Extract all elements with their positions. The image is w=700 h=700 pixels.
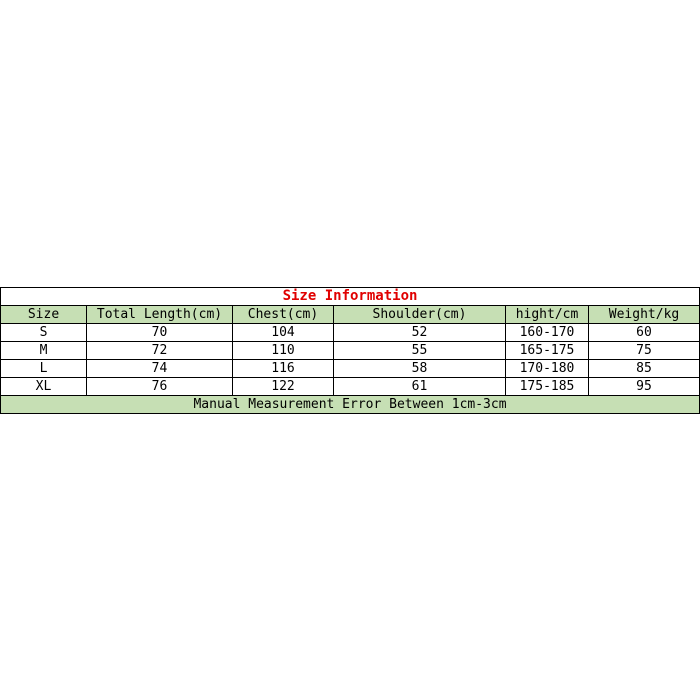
table-cell: 110 — [232, 341, 334, 360]
table-cell: 95 — [587, 377, 700, 396]
table-cell: 76 — [86, 377, 233, 396]
table-cell: XL — [0, 377, 87, 396]
table-cell: 160-170 — [505, 323, 589, 342]
table-row: M 72 110 55 165-175 75 — [0, 341, 700, 360]
table-cell: 104 — [232, 323, 334, 342]
column-header: Weight/kg — [587, 305, 700, 324]
table-cell: 116 — [232, 359, 334, 378]
table-title: Size Information — [0, 287, 700, 306]
table-footer: Manual Measurement Error Between 1cm-3cm — [0, 395, 700, 414]
table-cell: 60 — [587, 323, 700, 342]
column-header: Shoulder(cm) — [333, 305, 506, 324]
table-cell: S — [0, 323, 87, 342]
table-cell: 175-185 — [505, 377, 589, 396]
column-header: Total Length(cm) — [86, 305, 233, 324]
table-cell: 58 — [333, 359, 506, 378]
table-cell: 61 — [333, 377, 506, 396]
column-header: Size — [0, 305, 87, 324]
size-table: Size Information Size Total Length(cm) Che… — [0, 287, 700, 414]
table-cell: 55 — [333, 341, 506, 360]
table-cell: L — [0, 359, 87, 378]
table-cell: 165-175 — [505, 341, 589, 360]
table-cell: 52 — [333, 323, 506, 342]
table-row: XL 76 122 61 175-185 95 — [0, 377, 700, 396]
table-cell: M — [0, 341, 87, 360]
table-row: S 70 104 52 160-170 60 — [0, 323, 700, 342]
table-cell: 85 — [587, 359, 700, 378]
table-cell: 122 — [232, 377, 334, 396]
column-header: Chest(cm) — [232, 305, 334, 324]
table-cell: 70 — [86, 323, 233, 342]
table-cell: 170-180 — [505, 359, 589, 378]
table-cell: 74 — [86, 359, 233, 378]
column-header: hight/cm — [505, 305, 589, 324]
table-row: L 74 116 58 170-180 85 — [0, 359, 700, 378]
table-cell: 75 — [587, 341, 700, 360]
table-cell: 72 — [86, 341, 233, 360]
